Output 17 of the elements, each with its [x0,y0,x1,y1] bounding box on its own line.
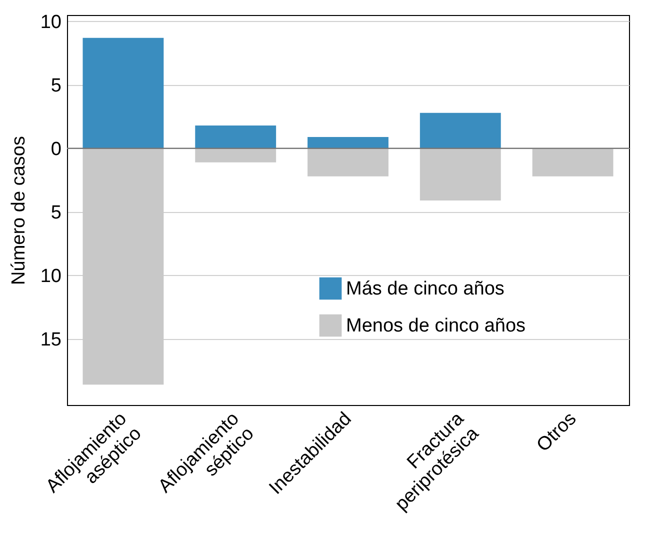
y-tick-label: 5 [50,75,62,96]
bar [420,112,501,148]
bar [195,126,276,148]
legend-label: Más de cinco años [346,278,504,300]
bar [308,148,388,176]
y-axis-title: Número de casos [8,136,30,285]
y-tick-label: 15 [40,329,62,350]
bar [308,136,388,148]
y-tick-label: 10 [40,266,62,287]
bar [82,38,164,148]
bar [195,148,276,162]
bar [532,148,614,176]
y-tick-label: 5 [50,202,62,224]
y-tick-label: 10 [40,12,62,33]
y-tick-label: 0 [50,138,62,160]
bar [420,148,501,200]
legend-label: Menos de cinco años [346,316,526,336]
